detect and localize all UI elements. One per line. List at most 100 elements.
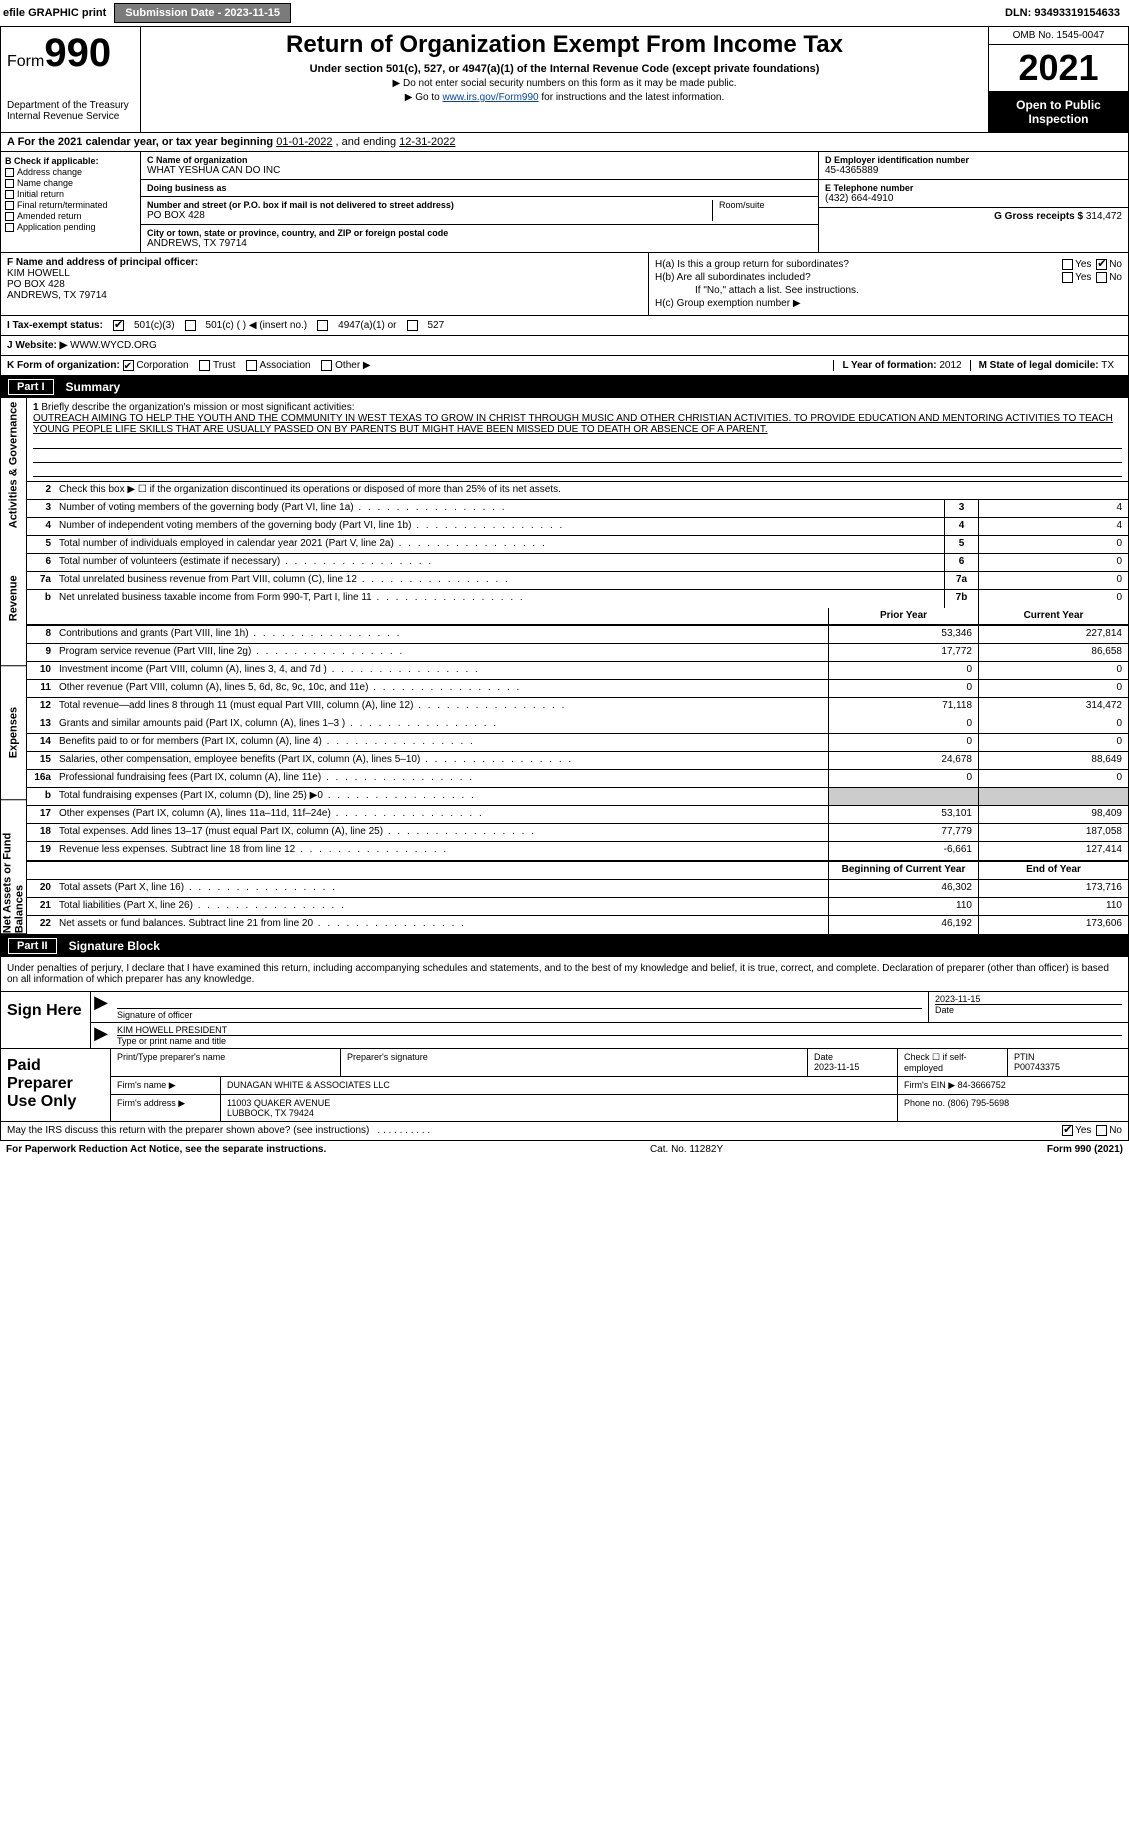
current-15: 88,649	[978, 752, 1128, 769]
chk-association[interactable]	[246, 360, 257, 371]
mission-text: OUTREACH AIMING TO HELP THE YOUTH AND TH…	[33, 413, 1113, 435]
header-left: Form990 Department of the Treasury Inter…	[1, 27, 141, 132]
val-7b: 0	[978, 590, 1128, 608]
begin-year-header: Beginning of Current Year	[828, 862, 978, 879]
line-9: 9 Program service revenue (Part VIII, li…	[27, 644, 1128, 662]
year-formation: 2012	[939, 360, 961, 371]
chk-trust[interactable]	[199, 360, 210, 371]
part2-header: Part II Signature Block	[0, 935, 1129, 957]
officer-addr1: PO BOX 428	[7, 279, 65, 290]
prior-11: 0	[828, 680, 978, 697]
tax-year: 2021	[989, 45, 1128, 92]
chk-final-return[interactable]: Final return/terminated	[5, 200, 136, 210]
header-right: OMB No. 1545-0047 2021 Open to Public In…	[988, 27, 1128, 132]
prior-year-header: Prior Year	[828, 608, 978, 624]
chk-amended-return[interactable]: Amended return	[5, 211, 136, 221]
dln-label: DLN: 93493319154633	[1005, 7, 1126, 19]
state-domicile: TX	[1101, 360, 1114, 371]
line-15: 15 Salaries, other compensation, employe…	[27, 752, 1128, 770]
chk-4947[interactable]	[317, 320, 328, 331]
hb-no[interactable]	[1096, 272, 1107, 283]
line-21: 21 Total liabilities (Part X, line 26) 1…	[27, 898, 1128, 916]
summary-main: 1 Briefly describe the organization's mi…	[27, 398, 1128, 934]
line-12: 12 Total revenue—add lines 8 through 11 …	[27, 698, 1128, 716]
org-name: WHAT YESHUA CAN DO INC	[147, 165, 812, 176]
line-3: 3 Number of voting members of the govern…	[27, 500, 1128, 518]
sign-here-block: Sign Here ▶ Signature of officer 2023-11…	[0, 992, 1129, 1049]
prior-22: 46,192	[828, 916, 978, 934]
val-6: 0	[978, 554, 1128, 571]
line-10: 10 Investment income (Part VIII, column …	[27, 662, 1128, 680]
current-10: 0	[978, 662, 1128, 679]
chk-address-change[interactable]: Address change	[5, 167, 136, 177]
form-note2: ▶ Go to www.irs.gov/Form990 for instruct…	[149, 92, 980, 103]
line-19: 19 Revenue less expenses. Subtract line …	[27, 842, 1128, 860]
current-18: 187,058	[978, 824, 1128, 841]
ha-yes[interactable]	[1062, 259, 1073, 270]
prior-13: 0	[828, 716, 978, 733]
tab-expenses: Expenses	[1, 666, 26, 800]
row-tax-exempt: I Tax-exempt status: 501(c)(3) 501(c) ( …	[0, 316, 1129, 336]
current-12: 314,472	[978, 698, 1128, 716]
prior-10: 0	[828, 662, 978, 679]
prior-8: 53,346	[828, 626, 978, 643]
org-city: ANDREWS, TX 79714	[147, 238, 812, 249]
end-year-header: End of Year	[978, 862, 1128, 879]
chk-501c[interactable]	[185, 320, 196, 331]
ptin-value: P00743375	[1014, 1062, 1060, 1072]
current-year-header: Current Year	[978, 608, 1128, 624]
telephone-value: (432) 664-4910	[825, 193, 1122, 204]
current-21: 110	[978, 898, 1128, 915]
prior-15: 24,678	[828, 752, 978, 769]
room-suite-label: Room/suite	[712, 200, 812, 221]
ha-no[interactable]	[1096, 259, 1107, 270]
sig-date: 2023-11-15	[935, 994, 1122, 1004]
current-17: 98,409	[978, 806, 1128, 823]
arrow-icon: ▶	[91, 992, 111, 1022]
top-bar: efile GRAPHIC print Submission Date - 20…	[0, 0, 1129, 27]
line-5: 5 Total number of individuals employed i…	[27, 536, 1128, 554]
block-fh: F Name and address of principal officer:…	[0, 253, 1129, 316]
hb-yesno: Yes No	[1060, 272, 1122, 283]
line-16a: 16a Professional fundraising fees (Part …	[27, 770, 1128, 788]
current-19: 127,414	[978, 842, 1128, 860]
form-title: Return of Organization Exempt From Incom…	[149, 31, 980, 59]
chk-527[interactable]	[407, 320, 418, 331]
chk-name-change[interactable]: Name change	[5, 178, 136, 188]
firm-addr1: 11003 QUAKER AVENUE	[227, 1098, 330, 1108]
year-end: 12-31-2022	[399, 136, 455, 148]
footer: For Paperwork Reduction Act Notice, see …	[0, 1141, 1129, 1158]
chk-other[interactable]	[321, 360, 332, 371]
line-17: 17 Other expenses (Part IX, column (A), …	[27, 806, 1128, 824]
paid-preparer-block: Paid Preparer Use Only Print/Type prepar…	[0, 1049, 1129, 1122]
col-f-officer: F Name and address of principal officer:…	[1, 253, 648, 315]
line-6: 6 Total number of volunteers (estimate i…	[27, 554, 1128, 572]
hb-yes[interactable]	[1062, 272, 1073, 283]
current-11: 0	[978, 680, 1128, 697]
line-22: 22 Net assets or fund balances. Subtract…	[27, 916, 1128, 934]
submission-date-button[interactable]: Submission Date - 2023-11-15	[114, 3, 291, 23]
line-8: 8 Contributions and grants (Part VIII, l…	[27, 626, 1128, 644]
chk-501c3[interactable]	[113, 320, 124, 331]
form-number: 990	[44, 31, 111, 75]
discuss-yes[interactable]	[1062, 1125, 1073, 1136]
irs-link[interactable]: www.irs.gov/Form990	[442, 92, 538, 103]
chk-application-pending[interactable]: Application pending	[5, 222, 136, 232]
prior-18: 77,779	[828, 824, 978, 841]
prior-21: 110	[828, 898, 978, 915]
form-note1: ▶ Do not enter social security numbers o…	[149, 78, 980, 89]
current-14: 0	[978, 734, 1128, 751]
tab-revenue: Revenue	[1, 532, 26, 666]
prior-20: 46,302	[828, 880, 978, 897]
val-7a: 0	[978, 572, 1128, 589]
row-website: J Website: ▶ WWW.WYCD.ORG	[0, 336, 1129, 356]
form-header: Form990 Department of the Treasury Inter…	[0, 27, 1129, 133]
discuss-no[interactable]	[1096, 1125, 1107, 1136]
summary-body: Activities & Governance Revenue Expenses…	[0, 398, 1129, 935]
prior-16a: 0	[828, 770, 978, 787]
chk-initial-return[interactable]: Initial return	[5, 189, 136, 199]
officer-addr2: ANDREWS, TX 79714	[7, 290, 107, 301]
gross-receipts-value: 314,472	[1086, 211, 1122, 222]
chk-corporation[interactable]: ✔	[123, 360, 134, 371]
tab-governance: Activities & Governance	[1, 398, 26, 531]
